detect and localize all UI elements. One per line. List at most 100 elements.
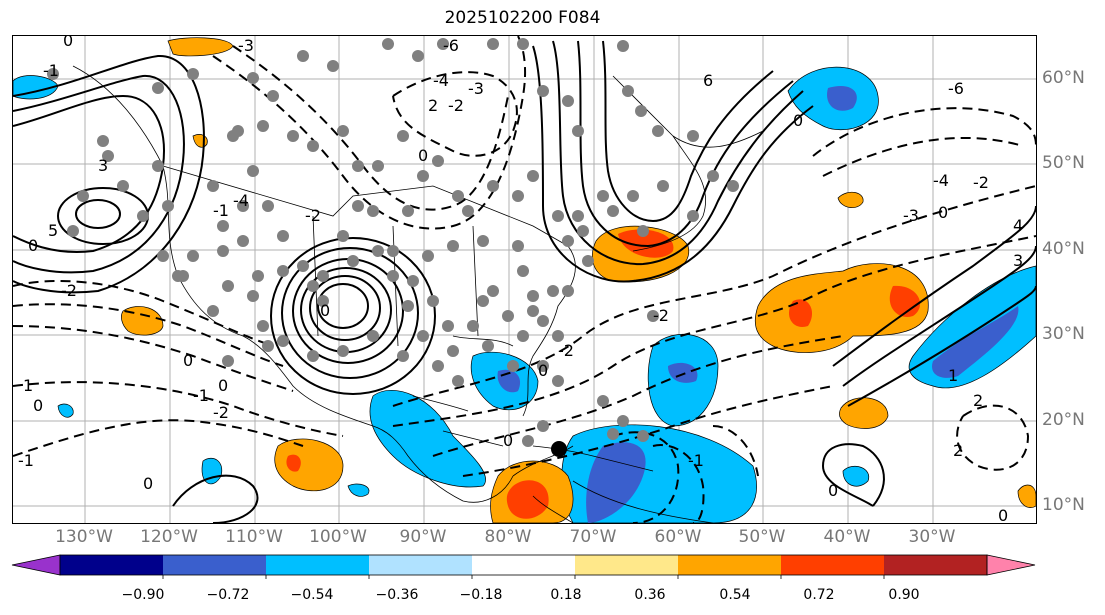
station-dot	[352, 200, 364, 212]
contour-label: 0	[183, 351, 193, 370]
station-dot	[477, 295, 489, 307]
lon-label: 120°W	[140, 527, 198, 547]
colorbar-segment	[369, 555, 472, 575]
station-dot	[537, 85, 549, 97]
colorbar-label: 0.18	[550, 587, 582, 603]
station-dot	[537, 420, 549, 432]
anomaly-red-atlantic-1	[889, 285, 921, 317]
lon-label: 60°W	[654, 527, 702, 547]
station-dot	[487, 38, 499, 50]
station-dot	[397, 350, 409, 362]
contour-label: 2	[973, 391, 983, 410]
station-dot	[522, 435, 534, 447]
colorbar-label: 0.72	[803, 587, 835, 603]
station-dot	[467, 320, 479, 332]
station-dot	[657, 180, 669, 192]
contour-label: -1	[18, 451, 34, 470]
contour-labels: -1 0 3 5 0 -2 0 0 -1 -2 1 0 -1 0 -3 -6 -…	[18, 36, 1023, 523]
station-dot	[562, 95, 574, 107]
station-dot	[372, 245, 384, 257]
station-dot	[387, 270, 399, 282]
contour-label: -4	[233, 191, 249, 210]
colorbar-segment	[575, 555, 678, 575]
contour-label: -2	[653, 306, 669, 325]
anomaly-blue-atlantic	[908, 265, 1036, 389]
station-dot	[277, 265, 289, 277]
station-dot	[372, 160, 384, 172]
contour-label: -1	[688, 451, 704, 470]
station-dot	[152, 82, 164, 94]
lon-label: 40°W	[823, 527, 871, 547]
station-dot	[297, 50, 309, 62]
lon-label: 100°W	[309, 527, 367, 547]
station-dot	[117, 180, 129, 192]
contour-label: 0	[828, 481, 838, 500]
contour-label: 0	[538, 361, 548, 380]
station-dot	[347, 255, 359, 267]
station-dot	[157, 250, 169, 262]
lat-label: 40°N	[1042, 239, 1085, 259]
anomaly-orange-small-1	[837, 191, 864, 208]
station-dot	[527, 290, 539, 302]
station-dot	[462, 205, 474, 217]
station-dot	[597, 190, 609, 202]
station-dot	[477, 235, 489, 247]
station-dot	[527, 305, 539, 317]
station-dot	[447, 345, 459, 357]
storm-marker	[551, 441, 567, 457]
contour-label: 0	[503, 431, 513, 450]
contour-label: -3	[903, 206, 919, 225]
station-dot	[512, 190, 524, 202]
station-dot	[507, 360, 519, 372]
station-dot	[622, 85, 634, 97]
contour-label: 0	[418, 146, 428, 165]
contour-label: 0	[320, 301, 330, 320]
contour-label: 0	[938, 203, 948, 222]
contour-label: -2	[558, 341, 574, 360]
colorbar-label: −0.72	[206, 587, 250, 603]
anomaly-orange-pacific-2	[121, 306, 164, 336]
contour-label: -4	[433, 71, 449, 90]
contour-label: 6	[703, 71, 713, 90]
station-dot	[647, 310, 659, 322]
contour-label: 1	[948, 366, 958, 385]
station-dot	[517, 265, 529, 277]
station-dot	[537, 315, 549, 327]
station-dot	[307, 280, 319, 292]
contour-label: 0	[143, 474, 153, 493]
colorbar-segment	[266, 555, 369, 575]
station-dot	[177, 270, 189, 282]
station-dot	[687, 210, 699, 222]
station-dot	[447, 240, 459, 252]
station-dot	[162, 200, 174, 212]
station-dot	[137, 210, 149, 222]
contour-label: 0	[218, 376, 228, 395]
anomaly-orange-midatlantic	[839, 397, 889, 429]
station-dot	[652, 125, 664, 137]
contour-label: 2	[428, 96, 438, 115]
station-dot	[562, 235, 574, 247]
contour-label: -2	[305, 206, 321, 225]
station-dot	[627, 190, 639, 202]
anomaly-orange-top	[167, 37, 234, 57]
anomaly-blue-centralamerica	[369, 389, 486, 488]
colorbar-label: 0.90	[888, 587, 920, 603]
colorbar-label: 0.36	[634, 587, 666, 603]
anomaly-blue-small-2	[57, 403, 74, 418]
station-dot	[382, 38, 394, 50]
station-dot	[432, 155, 444, 167]
station-dot	[207, 305, 219, 317]
colorbar	[11, 554, 1036, 579]
anomaly-blue-small-3	[842, 465, 870, 487]
contour-label: 3	[1013, 251, 1023, 270]
station-dot	[327, 60, 339, 72]
contour-label: -3	[238, 36, 254, 55]
station-dot	[237, 200, 249, 212]
lon-label: 130°W	[55, 527, 113, 547]
station-dot	[307, 140, 319, 152]
station-dot	[262, 340, 274, 352]
station-dot	[487, 285, 499, 297]
station-dot	[232, 125, 244, 137]
station-dot	[512, 240, 524, 252]
station-dot	[597, 395, 609, 407]
